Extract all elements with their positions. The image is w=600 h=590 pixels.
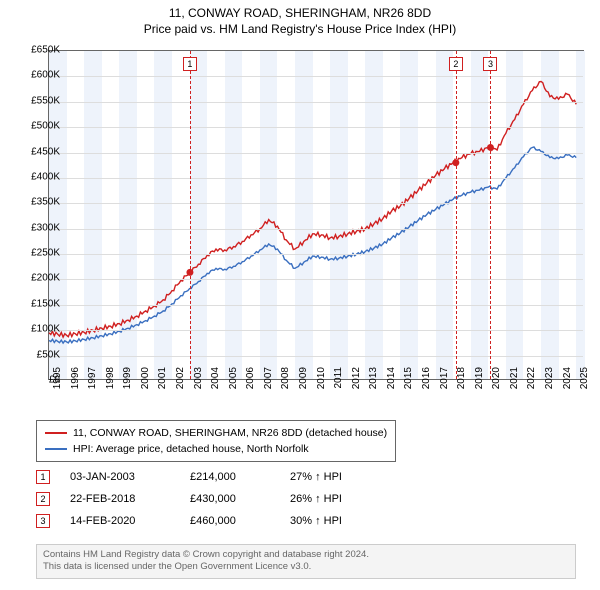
series-line-hpi (49, 147, 576, 343)
y-tick-label: £300K (16, 222, 60, 233)
x-tick-label: 1997 (87, 367, 98, 397)
x-tick-label: 1998 (105, 367, 116, 397)
x-tick-label: 2006 (245, 367, 256, 397)
x-tick-label: 1999 (122, 367, 133, 397)
sale-marker-box: 3 (36, 514, 50, 528)
sale-price: £430,000 (190, 493, 290, 505)
gridline-h (49, 203, 583, 204)
sale-date: 14-FEB-2020 (70, 515, 190, 527)
sale-row: 2 22-FEB-2018 £430,000 26% ↑ HPI (36, 488, 390, 510)
x-tick-label: 2001 (157, 367, 168, 397)
sale-marker-box: 1 (183, 57, 197, 71)
x-tick-label: 2008 (280, 367, 291, 397)
x-tick-label: 1995 (52, 367, 63, 397)
legend-item: 11, CONWAY ROAD, SHERINGHAM, NR26 8DD (d… (45, 425, 387, 441)
x-tick-label: 2010 (316, 367, 327, 397)
chart-plot-area: 1 2 3 (48, 50, 584, 380)
x-tick-label: 2025 (579, 367, 590, 397)
gridline-h (49, 356, 583, 357)
sale-date: 22-FEB-2018 (70, 493, 190, 505)
y-tick-label: £400K (16, 171, 60, 182)
y-tick-label: £500K (16, 121, 60, 132)
y-tick-label: £550K (16, 95, 60, 106)
x-tick-label: 2003 (193, 367, 204, 397)
gridline-h (49, 254, 583, 255)
x-tick-label: 2017 (439, 367, 450, 397)
gridline-h (49, 102, 583, 103)
gridline-h (49, 178, 583, 179)
sale-marker-box: 2 (449, 57, 463, 71)
x-tick-label: 2000 (140, 367, 151, 397)
sale-pct: 27% ↑ HPI (290, 471, 390, 483)
x-tick-label: 2007 (263, 367, 274, 397)
sale-marker-box: 2 (36, 492, 50, 506)
sale-pct: 30% ↑ HPI (290, 515, 390, 527)
x-tick-label: 2023 (544, 367, 555, 397)
x-tick-label: 2015 (403, 367, 414, 397)
gridline-h (49, 279, 583, 280)
legend-swatch (45, 432, 67, 434)
x-tick-label: 2002 (175, 367, 186, 397)
sale-price: £214,000 (190, 471, 290, 483)
y-tick-label: £450K (16, 146, 60, 157)
x-tick-label: 2024 (562, 367, 573, 397)
gridline-h (49, 127, 583, 128)
sale-date: 03-JAN-2003 (70, 471, 190, 483)
gridline-h (49, 330, 583, 331)
y-tick-label: £600K (16, 70, 60, 81)
x-tick-label: 2012 (351, 367, 362, 397)
x-tick-label: 2009 (298, 367, 309, 397)
gridline-h (49, 153, 583, 154)
legend-label: 11, CONWAY ROAD, SHERINGHAM, NR26 8DD (d… (73, 427, 387, 439)
sale-marker-line (490, 51, 491, 379)
x-tick-label: 2018 (456, 367, 467, 397)
y-tick-label: £150K (16, 298, 60, 309)
x-tick-label: 2004 (210, 367, 221, 397)
x-tick-label: 2011 (333, 367, 344, 397)
x-tick-label: 2016 (421, 367, 432, 397)
gridline-h (49, 76, 583, 77)
legend-item: HPI: Average price, detached house, Nort… (45, 441, 387, 457)
title-block: 11, CONWAY ROAD, SHERINGHAM, NR26 8DD Pr… (0, 0, 600, 36)
sale-marker-box: 1 (36, 470, 50, 484)
y-tick-label: £250K (16, 248, 60, 259)
x-tick-label: 2022 (526, 367, 537, 397)
y-tick-label: £350K (16, 197, 60, 208)
sale-marker-box: 3 (483, 57, 497, 71)
y-tick-label: £650K (16, 45, 60, 56)
legend-swatch (45, 448, 67, 450)
sale-row: 3 14-FEB-2020 £460,000 30% ↑ HPI (36, 510, 390, 532)
legend-box: 11, CONWAY ROAD, SHERINGHAM, NR26 8DD (d… (36, 420, 396, 462)
title-line1: 11, CONWAY ROAD, SHERINGHAM, NR26 8DD (0, 6, 600, 20)
chart-container: 11, CONWAY ROAD, SHERINGHAM, NR26 8DD Pr… (0, 0, 600, 590)
sales-table: 1 03-JAN-2003 £214,000 27% ↑ HPI 2 22-FE… (36, 466, 390, 532)
footer-notice: Contains HM Land Registry data © Crown c… (36, 544, 576, 579)
gridline-h (49, 305, 583, 306)
sale-marker-line (190, 51, 191, 379)
y-tick-label: £200K (16, 273, 60, 284)
x-tick-label: 2014 (386, 367, 397, 397)
x-tick-label: 2005 (228, 367, 239, 397)
series-line-property (49, 82, 576, 338)
gridline-h (49, 229, 583, 230)
sale-row: 1 03-JAN-2003 £214,000 27% ↑ HPI (36, 466, 390, 488)
sale-price: £460,000 (190, 515, 290, 527)
x-tick-label: 2019 (474, 367, 485, 397)
title-line2: Price paid vs. HM Land Registry's House … (0, 22, 600, 36)
x-tick-label: 2020 (491, 367, 502, 397)
sale-marker-line (456, 51, 457, 379)
y-tick-label: £100K (16, 324, 60, 335)
footer-line2: This data is licensed under the Open Gov… (43, 561, 569, 573)
x-tick-label: 2013 (368, 367, 379, 397)
y-tick-label: £50K (16, 349, 60, 360)
x-tick-label: 2021 (509, 367, 520, 397)
x-tick-label: 1996 (70, 367, 81, 397)
legend-label: HPI: Average price, detached house, Nort… (73, 443, 309, 455)
sale-pct: 26% ↑ HPI (290, 493, 390, 505)
footer-line1: Contains HM Land Registry data © Crown c… (43, 549, 569, 561)
